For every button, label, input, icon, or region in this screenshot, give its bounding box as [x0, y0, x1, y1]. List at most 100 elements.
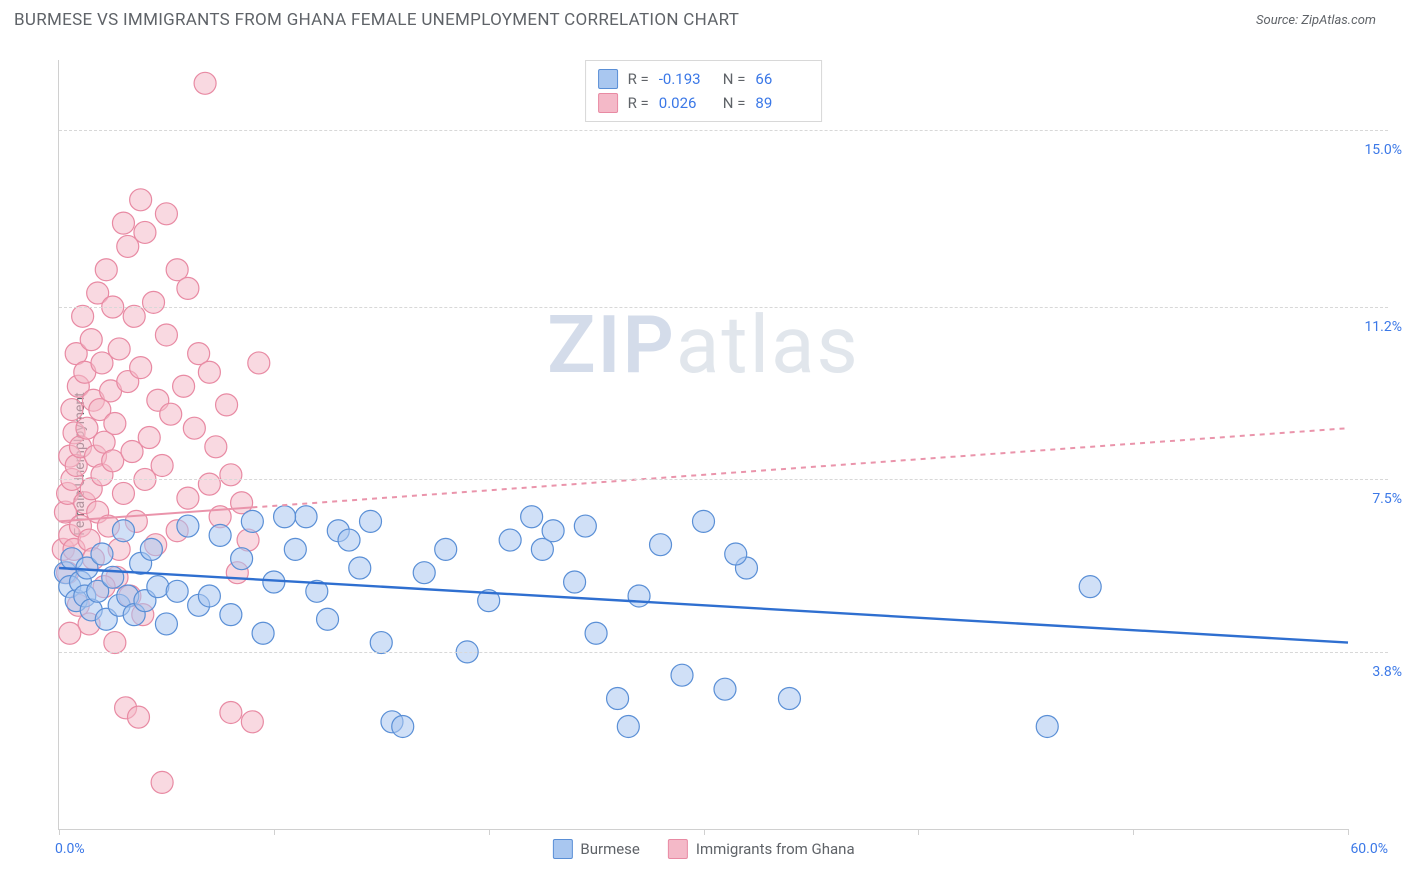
scatter-point — [220, 604, 242, 626]
scatter-point — [585, 622, 607, 644]
scatter-point — [1036, 715, 1058, 737]
scatter-point — [155, 203, 177, 225]
scatter-point — [248, 352, 270, 374]
scatter-point — [147, 576, 169, 598]
scatter-point — [317, 608, 339, 630]
scatter-point — [349, 557, 371, 579]
swatch-burmese — [598, 69, 618, 89]
scatter-point — [123, 305, 145, 327]
scatter-point — [521, 506, 543, 528]
scatter-point — [241, 510, 263, 532]
scatter-point — [252, 622, 274, 644]
scatter-point — [360, 510, 382, 532]
scatter-point — [130, 189, 152, 211]
scatter-point — [650, 534, 672, 556]
scatter-point — [198, 361, 220, 383]
swatch-ghana — [598, 93, 618, 113]
scatter-point — [607, 688, 629, 710]
scatter-point — [138, 427, 160, 449]
y-tick-label: 15.0% — [1364, 142, 1402, 158]
scatter-point — [151, 771, 173, 793]
scatter-point — [108, 338, 130, 360]
x-tick — [704, 829, 705, 835]
scatter-point — [241, 711, 263, 733]
x-tick — [1348, 829, 1349, 835]
y-tick-label: 11.2% — [1364, 319, 1402, 335]
scatter-point — [173, 375, 195, 397]
scatter-point — [104, 413, 126, 435]
x-axis-max-label: 60.0% — [1350, 841, 1388, 857]
scatter-point — [72, 305, 94, 327]
scatter-point — [617, 715, 639, 737]
scatter-point — [274, 506, 296, 528]
scatter-point — [59, 622, 81, 644]
scatter-point — [220, 464, 242, 486]
scatter-point — [370, 632, 392, 654]
scatter-point — [220, 701, 242, 723]
gridline-h — [59, 307, 1388, 308]
gridline-h — [59, 130, 1388, 131]
scatter-point — [140, 538, 162, 560]
scatter-point — [725, 543, 747, 565]
scatter-point — [295, 506, 317, 528]
swatch-ghana-icon — [668, 839, 688, 859]
scatter-point — [205, 436, 227, 458]
scatter-point — [209, 524, 231, 546]
scatter-point — [198, 585, 220, 607]
scatter-point — [284, 538, 306, 560]
scatter-point — [151, 454, 173, 476]
scatter-point — [574, 515, 596, 537]
y-tick-label: 3.8% — [1372, 664, 1402, 680]
gridline-h — [59, 652, 1388, 653]
scatter-point — [413, 562, 435, 584]
x-tick — [918, 829, 919, 835]
gridline-h — [59, 479, 1388, 480]
scatter-point — [216, 394, 238, 416]
scatter-point — [194, 72, 216, 94]
statistics-legend: R = -0.193 N = 66 R = 0.026 N = 89 — [585, 60, 823, 122]
scatter-point — [499, 529, 521, 551]
scatter-point — [130, 357, 152, 379]
scatter-point — [61, 399, 83, 421]
scatter-point — [112, 520, 134, 542]
trend-line-dashed — [252, 428, 1348, 507]
x-tick — [1133, 829, 1134, 835]
scatter-point — [183, 417, 205, 439]
swatch-burmese-icon — [552, 839, 572, 859]
scatter-point — [102, 450, 124, 472]
scatter-point — [231, 548, 253, 570]
legend-item-burmese: Burmese — [552, 839, 640, 859]
legend-row-burmese: R = -0.193 N = 66 — [598, 67, 810, 91]
plot-svg — [59, 60, 1348, 829]
x-tick — [59, 829, 60, 835]
scatter-point — [542, 520, 564, 542]
scatter-point — [693, 510, 715, 532]
scatter-point — [714, 678, 736, 700]
scatter-point — [155, 613, 177, 635]
scatter-point — [104, 632, 126, 654]
scatter-point — [338, 529, 360, 551]
scatter-point — [127, 706, 149, 728]
scatter-point — [778, 688, 800, 710]
x-axis-min-label: 0.0% — [55, 841, 85, 857]
scatter-point — [166, 580, 188, 602]
scatter-point — [177, 515, 199, 537]
plot-area: ZIPatlas R = -0.193 N = 66 R = 0.026 N =… — [58, 60, 1348, 830]
source-attribution: Source: ZipAtlas.com — [1256, 13, 1376, 28]
legend-item-ghana: Immigrants from Ghana — [668, 839, 855, 859]
scatter-point — [564, 571, 586, 593]
x-tick — [489, 829, 490, 835]
scatter-point — [80, 329, 102, 351]
scatter-point — [112, 212, 134, 234]
scatter-point — [177, 487, 199, 509]
scatter-point — [177, 277, 199, 299]
scatter-point — [91, 543, 113, 565]
scatter-point — [155, 324, 177, 346]
scatter-point — [160, 403, 182, 425]
chart-title: BURMESE VS IMMIGRANTS FROM GHANA FEMALE … — [14, 10, 739, 30]
chart-container: Female Unemployment ZIPatlas R = -0.193 … — [14, 44, 1392, 884]
scatter-point — [671, 664, 693, 686]
y-tick-label: 7.5% — [1372, 491, 1402, 507]
scatter-point — [435, 538, 457, 560]
scatter-point — [134, 221, 156, 243]
